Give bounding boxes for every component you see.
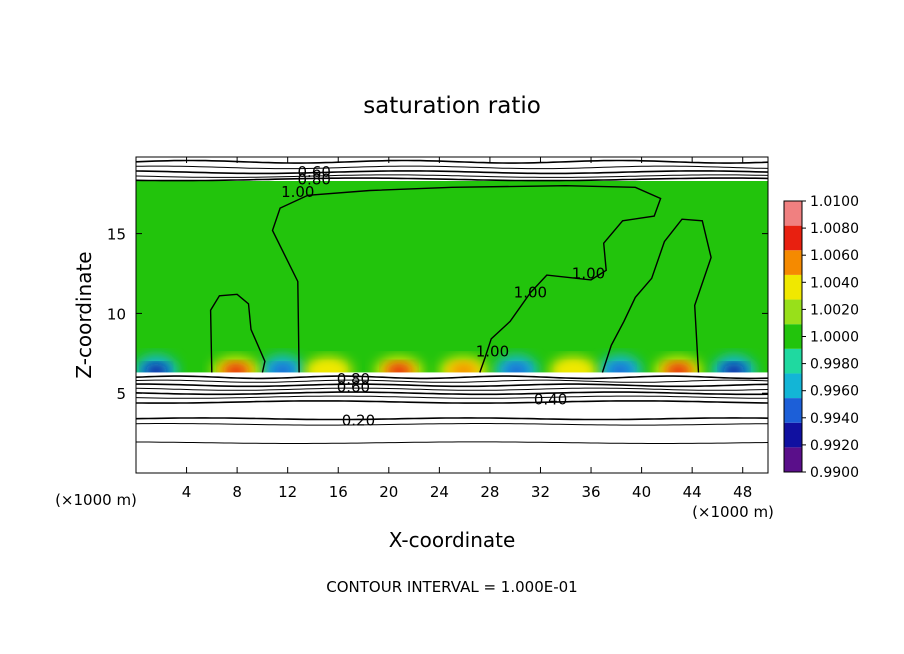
x-tick-label: 32: [531, 483, 550, 501]
colorbar-swatch: [784, 299, 802, 325]
contour-label: 1.00: [514, 284, 547, 302]
x-tick-label: 16: [329, 483, 348, 501]
contour-cloud-2: [271, 184, 662, 373]
y-axis-label: Z-coordinate: [72, 251, 96, 378]
field-base: [136, 180, 768, 373]
colorbar-label: 1.0040: [810, 275, 859, 291]
saturation-field: [136, 157, 768, 473]
plot-area: 0.600.801.001.001.001.000.800.600.400.20: [136, 157, 768, 473]
contour-cloud-1: [209, 293, 266, 373]
contour-label: 1.00: [572, 265, 605, 283]
contour-label: 0.20: [342, 411, 375, 429]
colorbar-label: 0.9980: [810, 357, 859, 373]
contour-line: [136, 417, 768, 421]
colorbar-swatch: [784, 225, 802, 251]
contour-label: 0.40: [534, 391, 567, 409]
colorbar-swatch: [784, 398, 802, 423]
contour-label: 0.80: [337, 370, 370, 388]
x-tick-label: 12: [278, 483, 297, 501]
contour-line: [136, 379, 768, 383]
contour-label: 0.80: [298, 170, 331, 188]
x-unit-right: (×1000 m): [692, 503, 774, 521]
contour-line: [136, 441, 768, 444]
colorbar-label: 0.9920: [810, 438, 859, 454]
x-tick-label: 4: [182, 483, 192, 501]
colorbar-swatch: [784, 348, 802, 374]
colorbar-swatch: [784, 324, 802, 349]
plot-frame: [135, 156, 769, 474]
y-axis: 5 10 15: [107, 226, 768, 403]
x-unit-left: (×1000 m): [55, 491, 137, 509]
x-tick-label: 48: [733, 483, 752, 501]
contour-line: [136, 165, 768, 170]
y-tick-label: 5: [116, 385, 126, 403]
contour-label: 1.00: [476, 343, 509, 361]
colorbar-swatch: [784, 250, 802, 275]
colorbar-label: 1.0080: [810, 221, 859, 237]
contour-line: [136, 395, 768, 399]
contour-line: [136, 177, 768, 182]
y-tick-label: 15: [107, 226, 126, 244]
colorbar-swatch: [784, 422, 802, 448]
colorbar-label: 0.9900: [810, 465, 859, 481]
contour-label: 1.00: [281, 183, 314, 201]
contour-line: [136, 375, 768, 380]
contour-line: [136, 400, 768, 404]
contour-line: [136, 174, 768, 178]
chart-title: saturation ratio: [363, 93, 541, 119]
contour-cloud-3: [601, 218, 712, 373]
colorbar-label: 1.0000: [810, 330, 859, 346]
contour-line: [136, 170, 768, 175]
contour-label: 0.60: [337, 378, 370, 396]
colorbar-label: 0.9940: [810, 411, 859, 427]
contour-lines: [136, 159, 768, 444]
contour-label: 0.60: [298, 163, 331, 181]
colorbar-label: 1.0020: [810, 302, 859, 318]
x-tick-label: 20: [379, 483, 398, 501]
colorbar: 0.9900 0.9920 0.9940 0.9960 0.9980 1.0000 1.00…: [783, 194, 859, 481]
contour-line: [136, 423, 768, 426]
contour-line: [136, 391, 768, 396]
contour-line: [136, 383, 768, 388]
y-tick-label: 10: [107, 305, 126, 323]
x-tick-label: 24: [430, 483, 449, 501]
colorbar-label: 0.9960: [810, 384, 859, 400]
colorbar-swatch: [784, 447, 802, 472]
colorbar-swatch: [784, 201, 802, 226]
colorbar-swatch: [784, 274, 802, 300]
x-axis-label: X-coordinate: [389, 528, 516, 552]
x-tick-label: 28: [480, 483, 499, 501]
x-tick-label: 36: [581, 483, 600, 501]
colorbar-label: 1.0060: [810, 248, 859, 264]
x-tick-label: 44: [683, 483, 702, 501]
field-below-base: [136, 372, 768, 473]
contour-line: [136, 387, 768, 391]
contour-interval-note: CONTOUR INTERVAL = 1.000E-01: [326, 578, 577, 596]
x-axis: 4 8 12 16 20 24 28 32 36 40 44 48: [182, 157, 752, 501]
x-tick-label: 40: [632, 483, 651, 501]
contour-labels: 0.600.801.001.001.001.000.800.600.400.20: [281, 163, 605, 429]
contour-line: [136, 159, 768, 164]
x-tick-label: 8: [232, 483, 242, 501]
colorbar-label: 1.0100: [810, 194, 859, 210]
colorbar-swatch: [784, 373, 802, 399]
